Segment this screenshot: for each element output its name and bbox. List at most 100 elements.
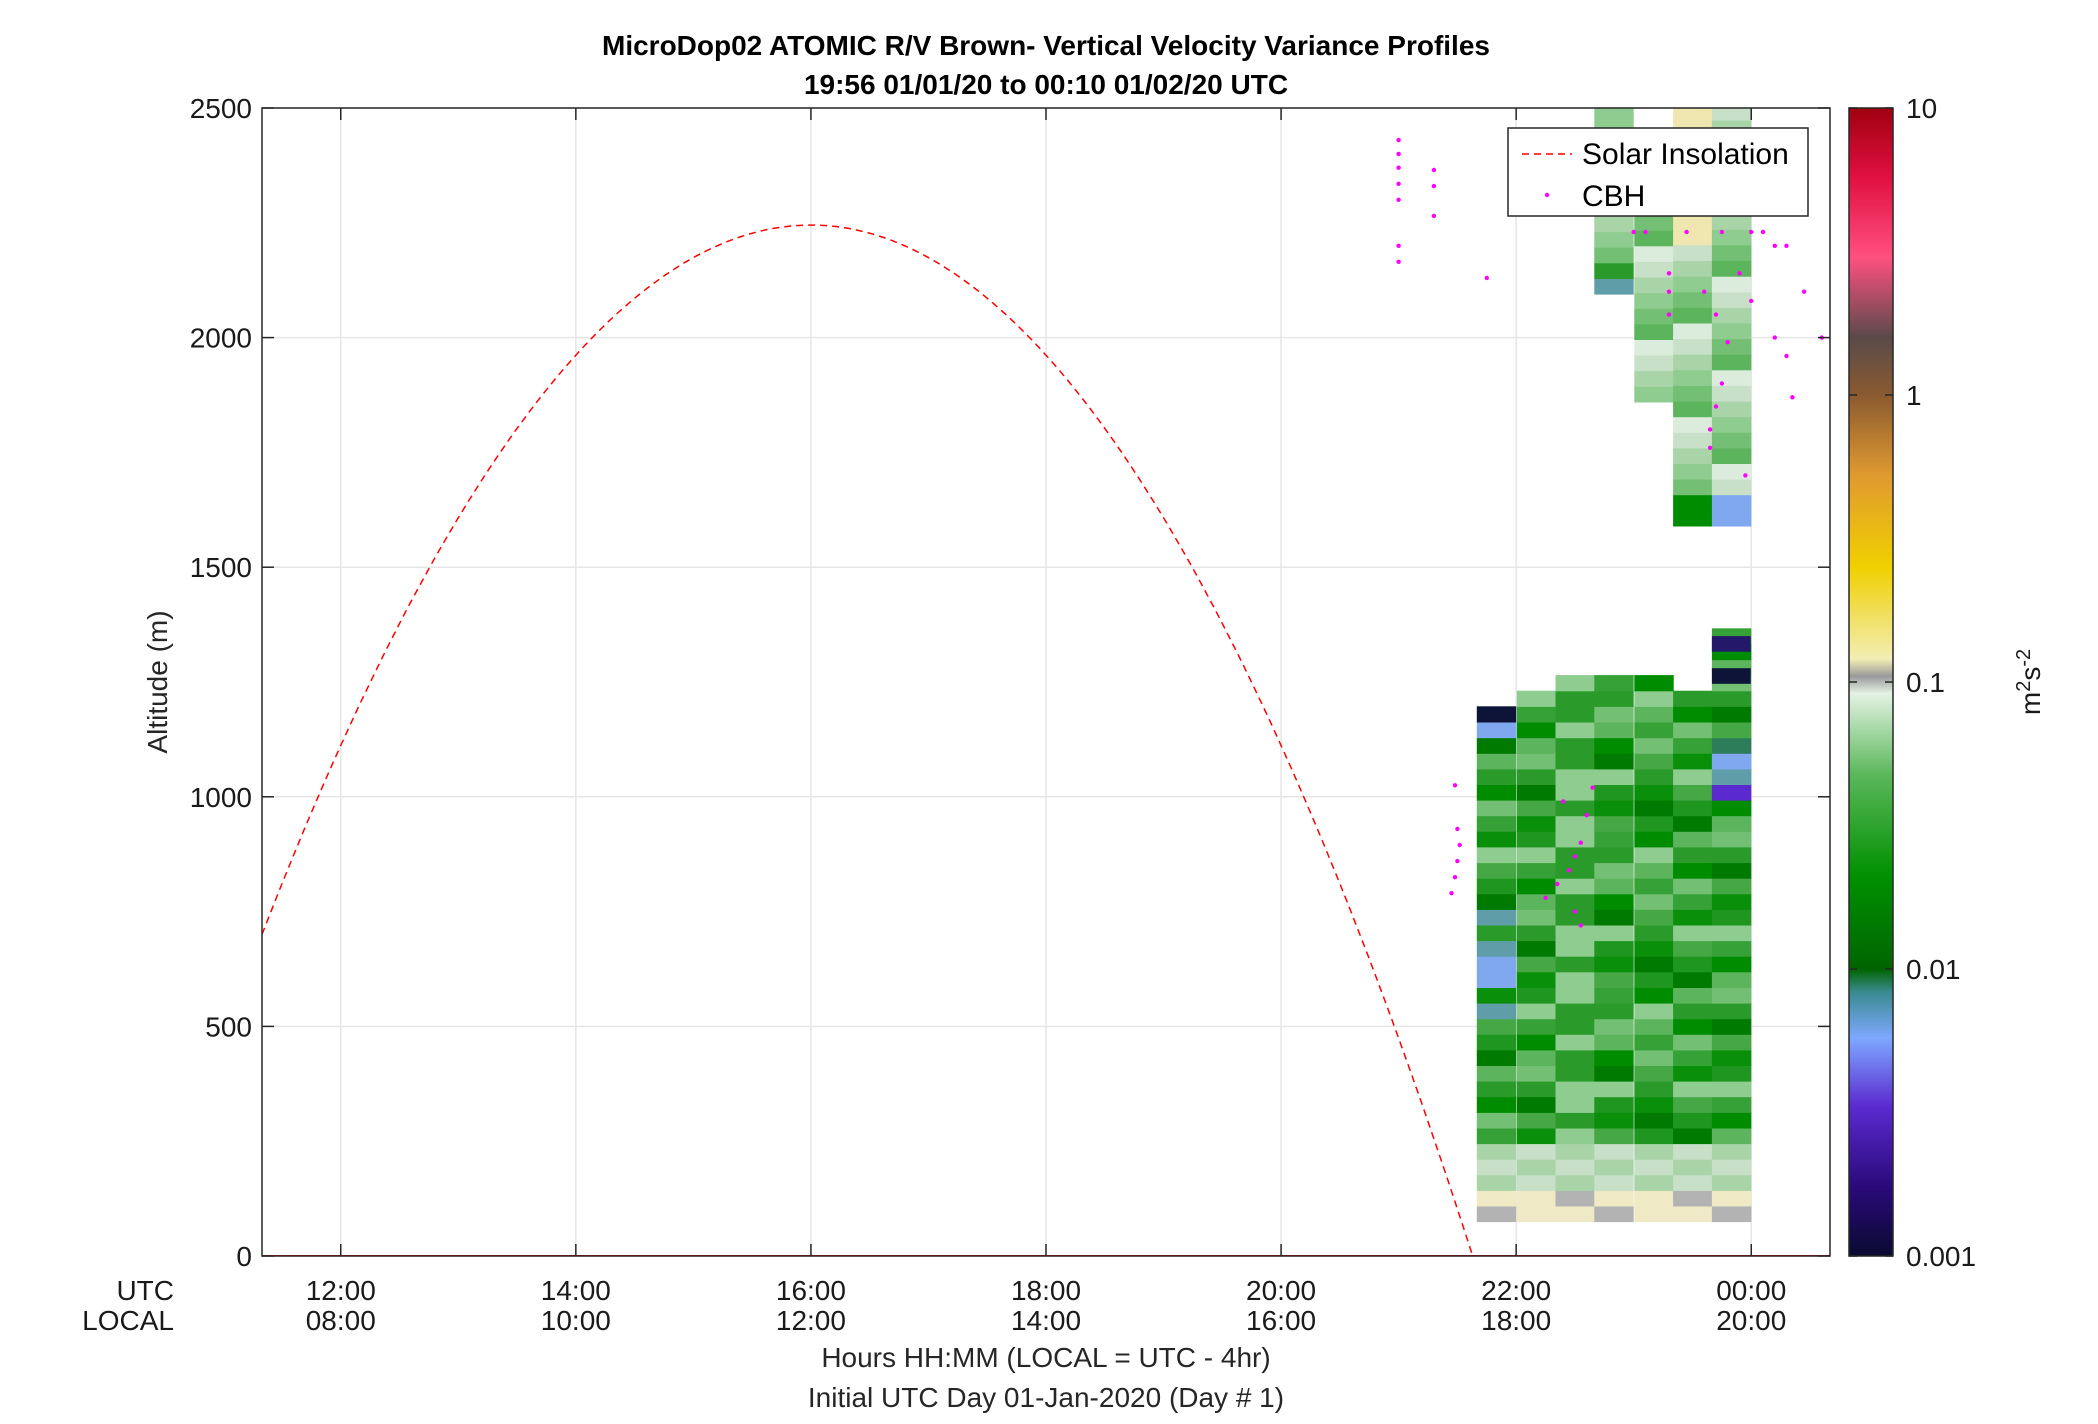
heatmap-cell	[1634, 909, 1674, 926]
cbh-point	[1631, 229, 1636, 235]
x-tick-label-local: 16:00	[1246, 1305, 1316, 1336]
heatmap-cell	[1673, 1003, 1713, 1020]
heatmap-cell	[1516, 831, 1557, 848]
heatmap-cell	[1555, 1049, 1595, 1066]
cbh-point	[1484, 275, 1490, 281]
heatmap-cell	[1673, 846, 1713, 864]
heatmap-cell	[1476, 956, 1517, 973]
heatmap-cell	[1673, 291, 1713, 308]
heatmap-cell	[1634, 1034, 1674, 1051]
heatmap-cell	[1673, 987, 1713, 1004]
heatmap-cell	[1711, 846, 1752, 864]
heatmap-cell	[1594, 1034, 1634, 1051]
heatmap-cell	[1516, 924, 1557, 942]
heatmap-cell	[1711, 815, 1752, 832]
cbh-point	[1578, 840, 1584, 845]
heatmap-cell	[1634, 753, 1674, 770]
heatmap-cell	[1476, 1159, 1517, 1176]
heatmap-cell	[1634, 1003, 1674, 1020]
heatmap-cell	[1634, 1127, 1674, 1145]
heatmap-cell	[1476, 878, 1517, 895]
cbh-point	[1543, 895, 1548, 900]
cbh-point	[1684, 229, 1689, 235]
heatmap-cell	[1594, 1049, 1634, 1066]
heatmap-cell	[1634, 737, 1674, 754]
x-row-label-utc: UTC	[116, 1275, 174, 1306]
heatmap-cell	[1711, 494, 1752, 511]
heatmap-cell	[1711, 636, 1751, 652]
heatmap-cell	[1555, 987, 1595, 1004]
cbh-point	[1561, 799, 1566, 804]
colorbar-tick-label: 1	[1906, 380, 1922, 411]
heatmap-cell	[1711, 338, 1752, 355]
heatmap-cell	[1555, 1018, 1595, 1035]
heatmap-cell	[1673, 800, 1713, 817]
heatmap-cell	[1711, 1112, 1752, 1129]
heatmap-cell	[1711, 753, 1752, 770]
heatmap-cell	[1711, 940, 1752, 957]
heatmap-cell	[1476, 815, 1517, 832]
cbh-point	[1749, 229, 1754, 235]
heatmap-cell	[1555, 1081, 1595, 1098]
heatmap-cell	[1594, 1143, 1634, 1160]
heatmap-cell	[1673, 213, 1713, 230]
heatmap-cell	[1711, 447, 1752, 464]
heatmap-cell	[1711, 878, 1752, 895]
heatmap-cell	[1711, 291, 1752, 308]
heatmap-cell	[1673, 479, 1713, 496]
heatmap-cell	[1711, 1205, 1752, 1223]
heatmap-cell	[1673, 815, 1713, 832]
heatmap-cell	[1711, 800, 1752, 817]
heatmap-cell	[1711, 416, 1752, 433]
heatmap-cell	[1555, 1174, 1595, 1191]
heatmap-cell	[1711, 909, 1752, 926]
heatmap-cell	[1555, 1143, 1595, 1160]
heatmap-cell	[1516, 815, 1557, 832]
heatmap-cell	[1711, 369, 1752, 386]
heatmap-cell	[1634, 956, 1674, 973]
heatmap-cell	[1711, 479, 1752, 496]
heatmap-cell	[1555, 706, 1595, 723]
heatmap-cell	[1516, 940, 1557, 957]
x-row-label-local: LOCAL	[82, 1305, 174, 1336]
heatmap-cell	[1634, 1143, 1674, 1160]
heatmap-cell	[1673, 1081, 1713, 1098]
heatmap-cell	[1594, 1018, 1634, 1035]
heatmap-cell	[1516, 1096, 1557, 1113]
y-axis-label: Altitude (m)	[142, 610, 173, 753]
cbh-point	[1772, 243, 1778, 248]
solar-insolation-layer	[262, 224, 1830, 1256]
heatmap-cell	[1711, 401, 1752, 418]
heatmap-cell	[1673, 1174, 1713, 1191]
heatmap-cell	[1711, 1018, 1752, 1035]
heatmap-cell	[1594, 278, 1634, 295]
heatmap-cell	[1634, 987, 1674, 1004]
heatmap-cell	[1634, 1159, 1674, 1176]
heatmap-cell	[1711, 1159, 1752, 1176]
heatmap-cell	[1673, 1018, 1713, 1035]
heatmap-cell	[1476, 909, 1517, 926]
heatmap-cell	[1555, 1205, 1595, 1223]
heatmap-cell	[1516, 971, 1557, 988]
heatmap-cell	[1594, 1159, 1634, 1176]
cbh-point	[1643, 229, 1648, 235]
grid-lines	[262, 107, 1830, 1257]
heatmap-cell	[1634, 722, 1674, 739]
heatmap-cell	[1594, 690, 1634, 707]
heatmap-cell	[1711, 831, 1752, 848]
heatmap-cell	[1673, 737, 1713, 754]
heatmap-cell	[1594, 815, 1634, 832]
heatmap-cell	[1634, 1081, 1674, 1098]
heatmap-cell	[1673, 690, 1713, 707]
heatmap-cell	[1711, 690, 1752, 707]
heatmap-cell	[1476, 1003, 1517, 1020]
heatmap-cell	[1711, 893, 1752, 910]
heatmap-cell	[1673, 1190, 1713, 1207]
cbh-point	[1455, 858, 1460, 864]
cbh-point	[1578, 923, 1584, 928]
heatmap-cell	[1634, 1096, 1674, 1113]
heatmap-cell	[1516, 1049, 1557, 1066]
heatmap-cell	[1516, 878, 1557, 895]
heatmap-cell	[1555, 878, 1595, 895]
cbh-point	[1719, 229, 1725, 235]
